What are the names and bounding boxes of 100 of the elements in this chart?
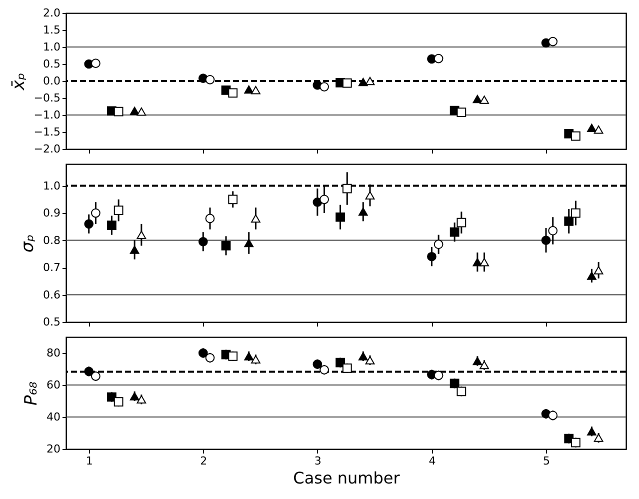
y-tick-label: 0.0 <box>43 74 60 88</box>
point <box>564 216 574 226</box>
y-tick-label: 1.0 <box>43 40 60 54</box>
point <box>548 36 558 46</box>
point <box>198 348 208 358</box>
point <box>427 252 436 262</box>
point <box>136 395 146 404</box>
point <box>91 58 100 68</box>
y-tick-label: 80 <box>46 346 60 360</box>
y-tick-label: −0.5 <box>34 92 60 104</box>
point <box>480 258 489 266</box>
point <box>320 82 329 92</box>
point <box>244 85 254 94</box>
y-tick-label: 0.6 <box>43 288 60 302</box>
point <box>472 94 482 104</box>
point <box>342 184 352 194</box>
point <box>312 360 322 369</box>
point <box>587 272 596 280</box>
point <box>571 438 580 448</box>
point <box>450 378 460 388</box>
point <box>91 372 100 381</box>
point <box>587 427 596 436</box>
point <box>205 74 215 84</box>
point <box>205 214 215 224</box>
y-tick-label: 0.9 <box>43 206 60 220</box>
point <box>456 386 466 396</box>
point <box>358 78 368 86</box>
point <box>587 124 596 132</box>
point <box>342 364 352 373</box>
point <box>480 96 489 104</box>
point <box>251 355 260 364</box>
point <box>107 220 116 230</box>
point <box>228 352 238 361</box>
point <box>358 208 368 216</box>
point <box>541 236 551 245</box>
y-tick-label: 20 <box>46 442 60 456</box>
y-tick-label: 60 <box>46 378 60 392</box>
y-tick-label: 40 <box>46 410 60 424</box>
point <box>84 219 94 229</box>
point <box>358 352 368 360</box>
point <box>548 226 558 236</box>
point <box>320 365 329 374</box>
point <box>594 266 604 274</box>
x-tick-label: 5 <box>543 454 550 468</box>
y-tick-label: −2.0 <box>34 142 60 156</box>
point <box>130 106 140 116</box>
point <box>228 194 238 204</box>
point <box>336 358 345 368</box>
point <box>114 206 124 215</box>
point <box>456 108 466 117</box>
x-tick-label: 1 <box>86 454 93 468</box>
point <box>336 212 345 222</box>
point <box>548 410 558 420</box>
x-axis-title: Case number <box>293 468 400 488</box>
y-axis-title: x̄ₚ <box>8 72 29 92</box>
point <box>251 86 260 94</box>
y-tick-label: 0.8 <box>43 234 60 247</box>
point <box>320 194 329 204</box>
point <box>198 236 208 246</box>
point <box>472 356 482 366</box>
point <box>244 352 254 360</box>
point <box>472 258 482 266</box>
point <box>365 191 375 200</box>
point <box>434 370 444 380</box>
point <box>244 238 254 248</box>
point <box>228 88 238 98</box>
y-tick-label: 2.0 <box>43 6 60 20</box>
point <box>91 208 100 218</box>
point <box>365 356 375 364</box>
point <box>456 218 466 228</box>
y-tick-label: −1.0 <box>34 108 60 122</box>
x-tick-label: 4 <box>428 454 436 468</box>
point <box>480 360 489 370</box>
point <box>130 392 140 400</box>
point <box>130 246 140 254</box>
point <box>205 353 215 362</box>
point <box>434 240 444 250</box>
x-tick-label: 2 <box>200 454 208 468</box>
x-tick-label: 3 <box>314 454 322 468</box>
point <box>136 230 146 239</box>
y-axis-title: σₚ <box>18 234 38 253</box>
y-tick-label: 0.5 <box>43 58 60 70</box>
y-tick-label: 0.5 <box>43 316 60 328</box>
point <box>594 434 604 442</box>
y-tick-label: −1.5 <box>34 126 60 138</box>
point <box>84 366 94 376</box>
point <box>571 131 580 141</box>
point <box>434 54 444 64</box>
y-tick-label: 1.0 <box>43 179 60 192</box>
point <box>136 107 146 116</box>
point <box>114 397 124 406</box>
point <box>594 125 604 134</box>
point <box>365 76 375 86</box>
y-axis-title: P₆₈ <box>22 381 42 406</box>
point <box>571 208 580 218</box>
point <box>450 227 460 237</box>
point <box>114 106 124 116</box>
y-tick-label: 1.5 <box>43 24 60 36</box>
point <box>221 241 231 250</box>
point <box>251 214 260 223</box>
